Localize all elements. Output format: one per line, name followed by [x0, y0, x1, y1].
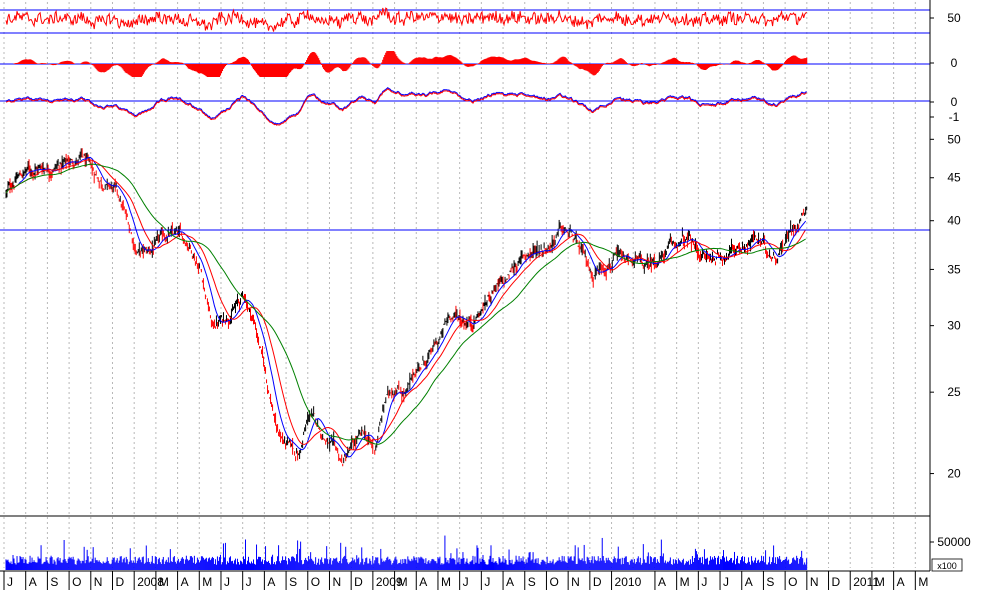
x-tick-label: D: [593, 575, 602, 589]
x-tick-label: O: [311, 575, 320, 589]
x-tick-label: S: [289, 575, 297, 589]
x-tick-label: D: [115, 575, 124, 589]
x-tick-label: A: [658, 575, 666, 589]
x-tick-label: J: [224, 575, 230, 589]
x-tick-label: D: [354, 575, 363, 589]
x-tick-label: M: [398, 575, 408, 589]
x-tick-label: M: [202, 575, 212, 589]
x-tick-label: A: [181, 575, 189, 589]
x-tick-label: J: [484, 575, 490, 589]
x-tick-label: 2011: [853, 575, 879, 589]
x-tick-label: S: [766, 575, 774, 589]
x-tick-label: N: [810, 575, 819, 589]
ma-short-line: [5, 156, 807, 458]
price-panel: [0, 148, 930, 467]
y-tick-label: 40: [947, 214, 961, 228]
x-tick-label: M: [918, 575, 928, 589]
x-tick-label: M: [159, 575, 169, 589]
x-tick-label: J: [463, 575, 469, 589]
x-tick-label: M: [875, 575, 885, 589]
x-tick-label: 2009: [376, 575, 403, 589]
x-tick-label: M: [680, 575, 690, 589]
chart-frame: [0, 0, 931, 572]
x-tick-label: J: [246, 575, 252, 589]
x-tick-label: A: [29, 575, 37, 589]
ma-long-line: [5, 163, 806, 445]
x-tick-label: N: [94, 575, 103, 589]
x-tick-label: J: [701, 575, 707, 589]
y-tick-label: 20: [947, 467, 961, 481]
x-tick-label: A: [745, 575, 753, 589]
y-tick-label: -1: [949, 110, 960, 124]
volume-panel: [5, 535, 808, 570]
y-tick-label: 25: [947, 385, 961, 399]
y-tick-label: 30: [947, 319, 961, 333]
oscillator-signal-line: [5, 87, 807, 125]
x-tick-label: N: [571, 575, 580, 589]
x-tick-label: J: [7, 575, 13, 589]
volume-unit-label: x100: [937, 561, 957, 571]
y-tick-label: 45: [947, 171, 961, 185]
x-tick-label: A: [897, 575, 905, 589]
x-tick-label: J: [723, 575, 729, 589]
y-tick-label: 50: [947, 11, 961, 25]
x-tick-label: O: [788, 575, 797, 589]
x-tick-label: D: [832, 575, 841, 589]
grid-lines: [3, 2, 916, 568]
y-tick-label: 50000: [937, 535, 971, 549]
x-tick-label: A: [419, 575, 427, 589]
histogram-panel: [0, 51, 930, 77]
x-tick-label: M: [441, 575, 451, 589]
x-tick-label: S: [528, 575, 536, 589]
y-tick-label: 0: [951, 56, 958, 70]
x-tick-label: O: [72, 575, 81, 589]
y-tick-label: 0: [951, 95, 958, 109]
y-tick-label: 35: [947, 262, 961, 276]
oscillator-line: [5, 7, 807, 32]
x-tick-label: N: [332, 575, 341, 589]
oscillator-panel-1: [0, 7, 930, 34]
x-tick-label: S: [50, 575, 58, 589]
y-tick-label: 50: [947, 132, 961, 146]
x-tick-label: 2010: [615, 575, 642, 589]
x-tick-label: A: [506, 575, 514, 589]
volume-unit-box: [931, 558, 963, 572]
oscillator-line: [5, 88, 807, 126]
x-tick-label: 2008: [137, 575, 164, 589]
x-tick-label: A: [267, 575, 275, 589]
oscillator-panel-3: [0, 87, 930, 126]
x-tick-label: O: [549, 575, 558, 589]
ma-medium-line: [5, 159, 807, 451]
